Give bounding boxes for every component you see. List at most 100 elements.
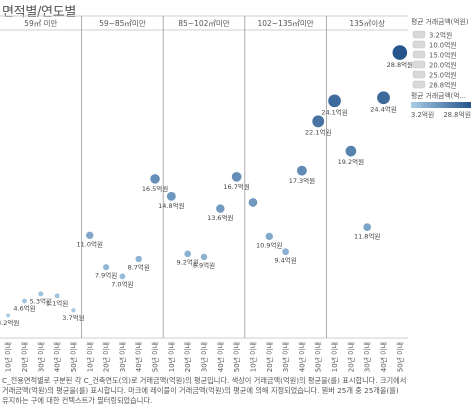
data-label: 5.3억원	[30, 297, 52, 306]
x-tick-label: 30년 이내	[200, 342, 209, 372]
x-tick-label: 40년 이내	[379, 342, 388, 372]
x-tick-category: 20년	[183, 357, 192, 372]
x-tick-label: 50년 이내	[395, 342, 404, 372]
x-tick-label: 40년 이내	[216, 342, 225, 372]
x-tick-label: 30년 이내	[281, 342, 290, 372]
x-tick-label: 20년 이내	[265, 342, 274, 372]
data-label: 24.1억원	[321, 107, 347, 116]
x-tick-label: 30년 이내	[36, 342, 45, 372]
data-point-bubble	[362, 222, 372, 232]
data-label: 7.0억원	[111, 280, 133, 289]
data-label: 19.2억원	[338, 157, 364, 166]
data-point-bubble	[149, 173, 161, 185]
data-label: 8.9억원	[193, 260, 215, 269]
data-label: 8.7억원	[128, 262, 150, 271]
size-legend-label: 3.2억원	[429, 31, 452, 40]
data-point-bubble	[70, 307, 77, 314]
panel-header-label: 59㎡ 미만	[24, 19, 57, 28]
size-legend-label: 25.0억원	[429, 71, 457, 80]
x-tick-category: 20년	[20, 357, 29, 372]
x-tick-label: 30년 이내	[363, 342, 372, 372]
x-tick-category: 40년	[297, 357, 306, 372]
data-point-bubble	[391, 44, 408, 61]
data-label: 4.6억원	[13, 304, 35, 313]
data-point-bubble	[344, 145, 357, 158]
data-point-bubble	[215, 203, 226, 214]
x-tick-category: 20년	[265, 357, 274, 372]
size-legend-swatch	[412, 80, 426, 89]
x-tick-category: 20년	[102, 357, 111, 372]
x-tick-label: 10년 이내	[248, 342, 257, 372]
x-tick-suffix: 이내	[216, 342, 225, 355]
panel-header-label: 85~102㎡미만	[178, 19, 230, 28]
data-point-bubble	[5, 312, 11, 319]
x-tick-category: 10년	[167, 357, 176, 372]
x-tick-label: 40년 이내	[297, 342, 306, 372]
data-label: 11.0억원	[77, 239, 103, 248]
x-tick-label: 40년 이내	[53, 342, 62, 372]
x-tick-suffix: 이내	[102, 342, 111, 355]
x-tick-category: 30년	[118, 357, 127, 372]
data-label: 28.8억원	[387, 60, 413, 69]
color-legend-bar	[411, 102, 471, 108]
x-tick-category: 30년	[200, 357, 209, 372]
chart-area: 59㎡ 미만 10년 이내 3.2억원 20년 이내 4.6억원 30년 이내 5.3억원 40년 이…	[0, 15, 471, 372]
footer-line-3: 유지하는 구에 대한 컨텍스트가 필터링되었습니다.	[2, 396, 153, 405]
data-label: 14.8억원	[158, 201, 184, 210]
x-tick-suffix: 이내	[248, 342, 257, 355]
data-label: 13.6억원	[207, 213, 233, 222]
color-legend-min: 3.2억원	[411, 110, 434, 119]
data-label: 11.8억원	[354, 231, 380, 240]
x-tick-label: 50년 이내	[151, 342, 160, 372]
data-label: 7.9억원	[95, 271, 117, 280]
data-point-bubble	[102, 263, 110, 271]
x-tick-label: 10년 이내	[85, 342, 94, 372]
x-tick-label: 20년 이내	[20, 342, 29, 372]
x-tick-category: 30년	[363, 357, 372, 372]
x-tick-suffix: 이내	[346, 342, 355, 355]
footer-line-2: 거래금액(억원)의 평균을(를) 표시합니다. 마크에 레이블이 거래금액(억원…	[2, 386, 399, 395]
x-tick-category: 10년	[4, 357, 13, 372]
size-legend-label: 20.0억원	[429, 61, 457, 70]
data-point-bubble	[265, 232, 274, 241]
data-label: 24.4억원	[370, 104, 396, 113]
x-tick-category: 50년	[232, 357, 241, 372]
size-legend-label: 15.0억원	[429, 51, 457, 60]
x-tick-suffix: 이내	[363, 342, 372, 355]
x-tick-category: 20년	[346, 357, 355, 372]
panel-header-label: 102~135㎡미만	[257, 19, 313, 28]
data-point-bubble	[200, 253, 208, 261]
data-point-bubble	[183, 249, 192, 258]
x-tick-suffix: 이내	[134, 342, 143, 355]
x-tick-suffix: 이내	[183, 342, 192, 355]
x-tick-label: 10년 이내	[330, 342, 339, 372]
size-legend-swatch	[412, 70, 426, 79]
data-label: 17.3억원	[289, 176, 315, 185]
x-tick-suffix: 이내	[395, 342, 404, 355]
data-label: 9.2억원	[177, 257, 199, 266]
data-point-bubble	[134, 255, 143, 263]
data-label: 9.4억원	[274, 255, 296, 264]
x-tick-suffix: 이내	[265, 342, 274, 355]
x-tick-category: 50년	[151, 357, 160, 372]
data-point-bubble	[118, 272, 126, 280]
x-tick-label: 50년 이내	[69, 342, 78, 372]
data-point-bubble	[296, 165, 308, 177]
x-tick-label: 20년 이내	[183, 342, 192, 372]
x-tick-suffix: 이내	[4, 342, 13, 355]
x-tick-category: 10년	[85, 357, 94, 372]
x-tick-category: 40년	[216, 357, 225, 372]
x-tick-suffix: 이내	[118, 342, 127, 355]
x-tick-category: 50년	[395, 357, 404, 372]
x-tick-suffix: 이내	[232, 342, 241, 355]
x-tick-label: 30년 이내	[118, 342, 127, 372]
size-legend-label: 28.8억원	[429, 81, 457, 90]
data-label: 10.9억원	[256, 240, 282, 249]
x-tick-category: 40년	[379, 357, 388, 372]
size-legend-title: 평균 거래금액(억원)	[411, 17, 469, 26]
data-point-bubble	[281, 247, 290, 256]
data-point-bubble	[37, 290, 44, 297]
color-legend-title: 평균 거래금액(억...	[411, 91, 466, 100]
data-label: 22.1억원	[305, 128, 331, 137]
x-tick-suffix: 이내	[200, 342, 209, 355]
